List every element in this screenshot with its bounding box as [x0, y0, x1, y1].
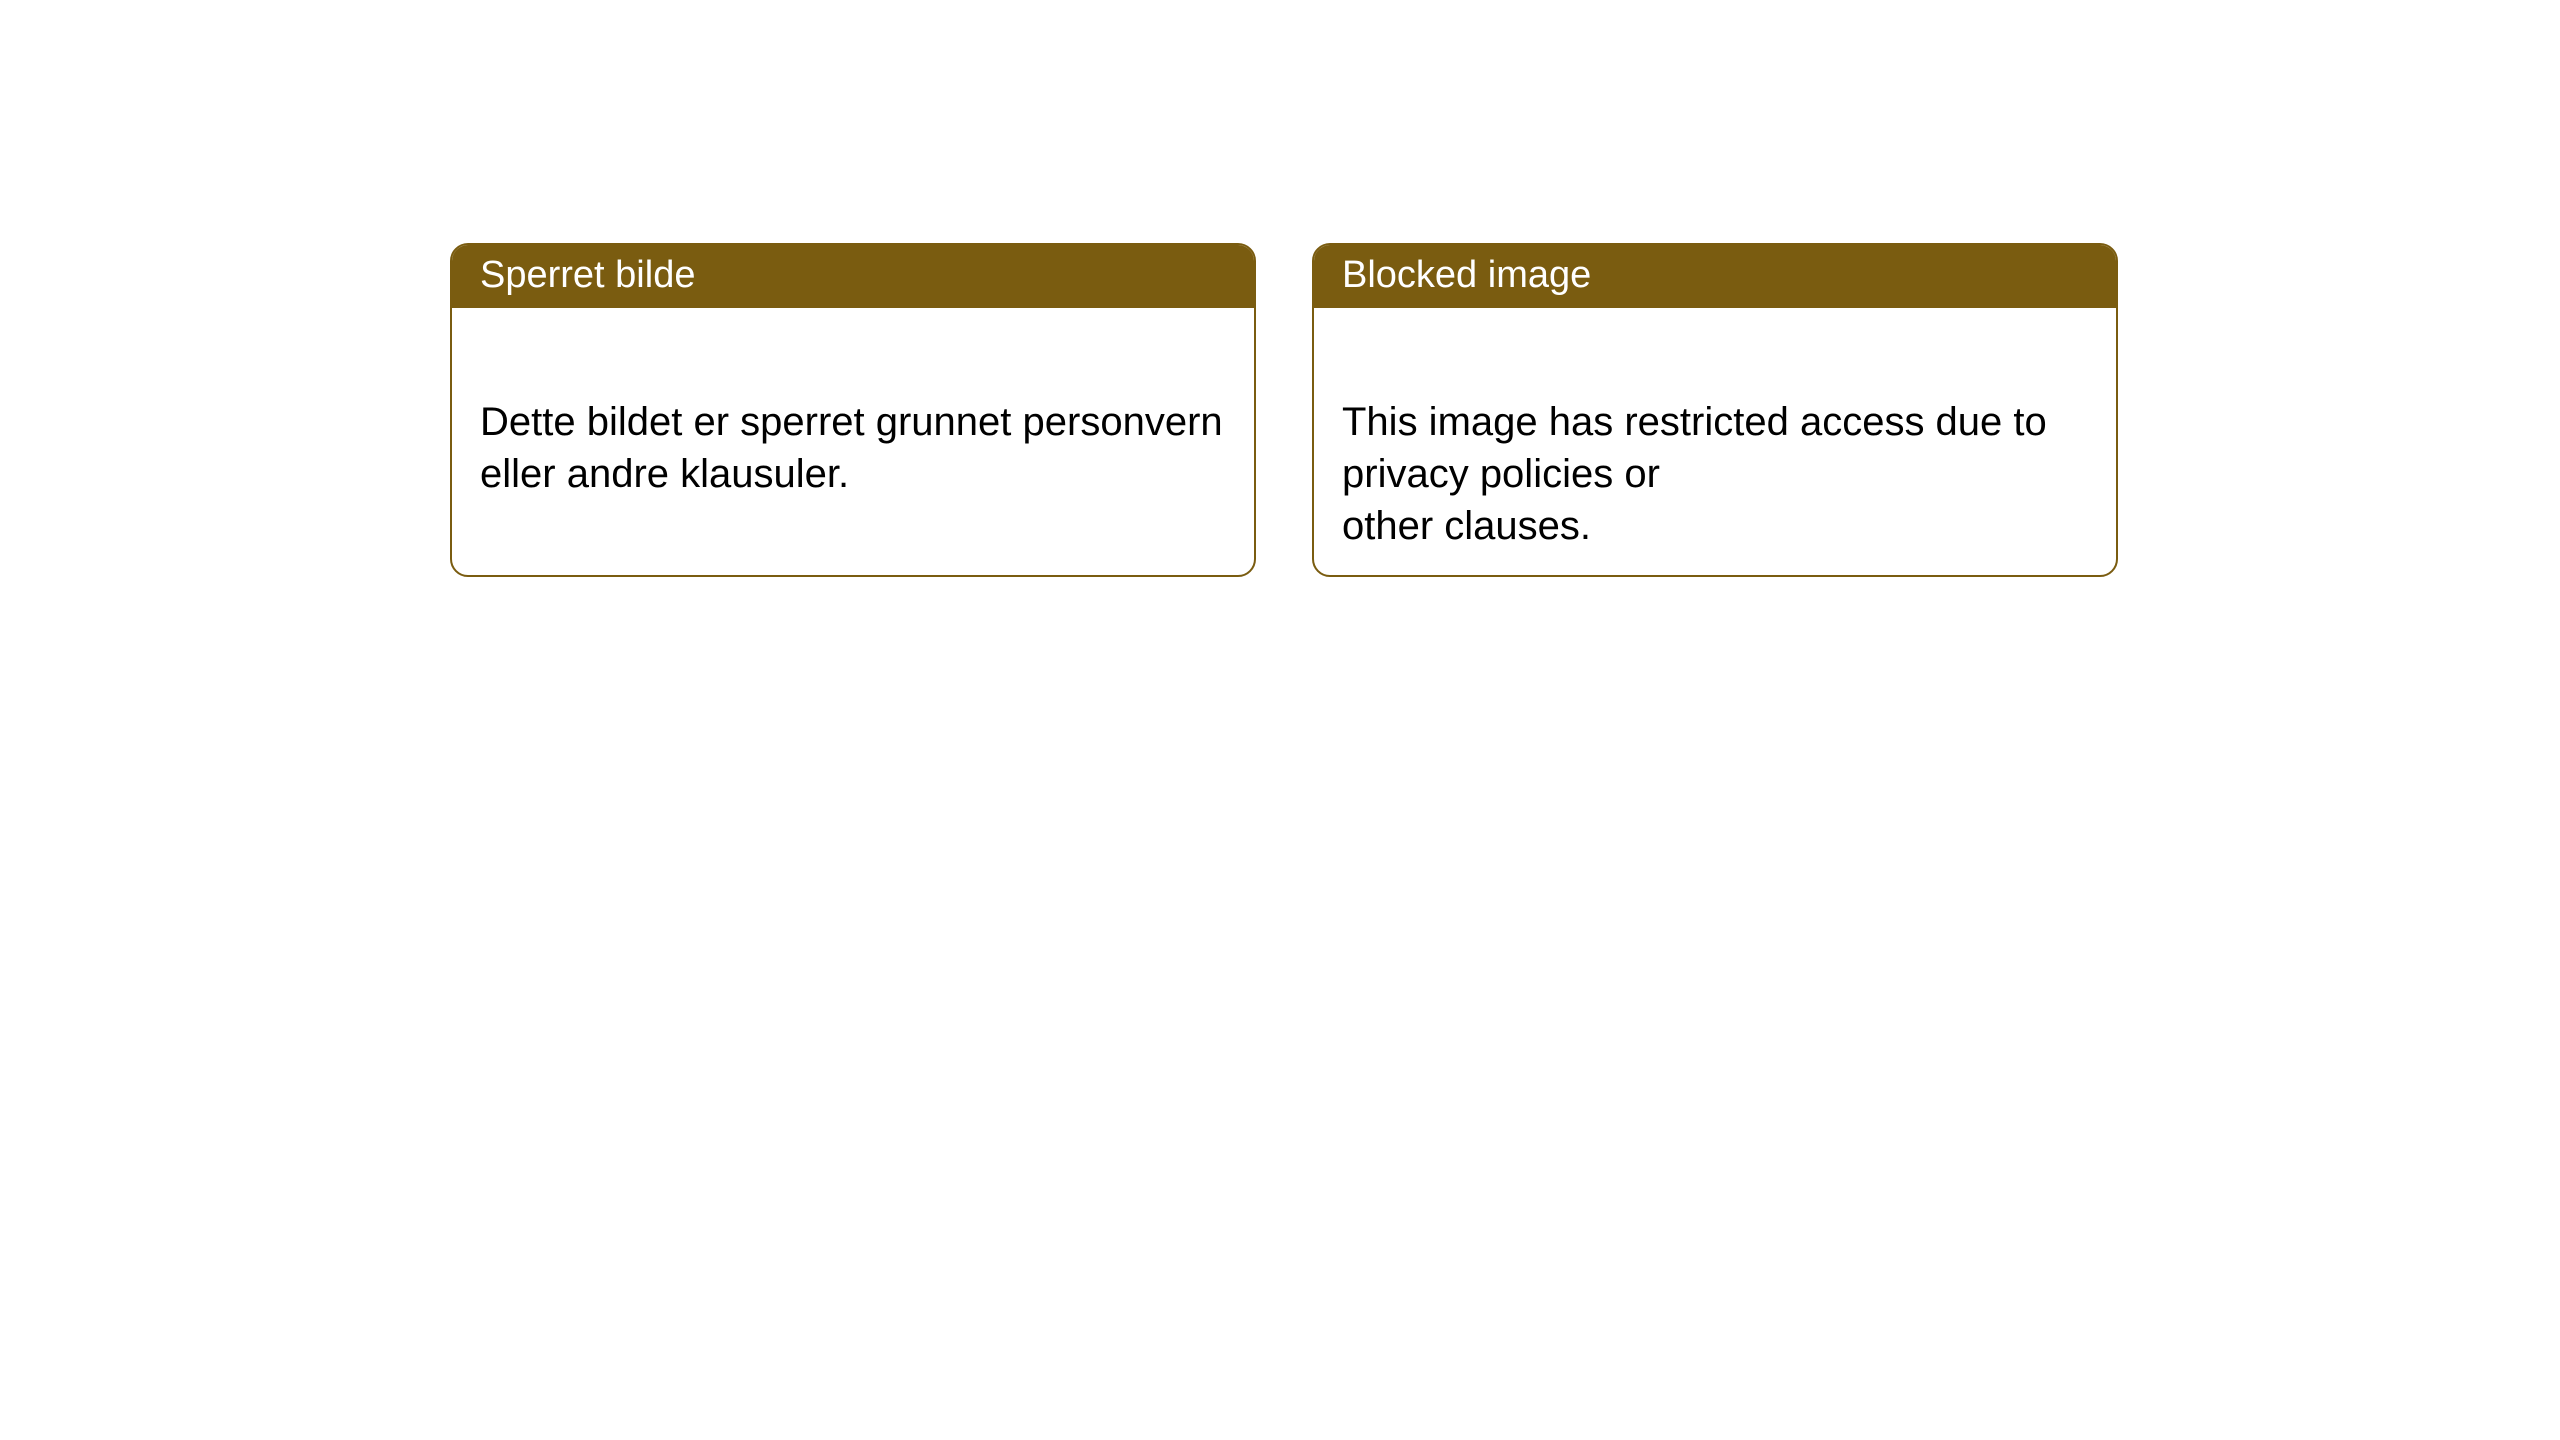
notice-text-english: This image has restricted access due to … — [1342, 400, 2047, 548]
notice-body-english: This image has restricted access due to … — [1314, 308, 2116, 577]
notice-text-norwegian: Dette bildet er sperret grunnet personve… — [480, 400, 1223, 496]
notice-header-english: Blocked image — [1314, 245, 2116, 308]
notice-header-norwegian: Sperret bilde — [452, 245, 1254, 308]
notice-card-norwegian: Sperret bilde Dette bildet er sperret gr… — [450, 243, 1256, 577]
notice-card-english: Blocked image This image has restricted … — [1312, 243, 2118, 577]
notice-title-norwegian: Sperret bilde — [480, 254, 695, 296]
notice-title-english: Blocked image — [1342, 254, 1591, 296]
notice-container: Sperret bilde Dette bildet er sperret gr… — [0, 0, 2560, 577]
notice-body-norwegian: Dette bildet er sperret grunnet personve… — [452, 308, 1254, 528]
